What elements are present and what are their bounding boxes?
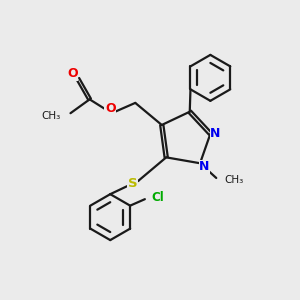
Text: O: O <box>105 102 116 115</box>
Text: CH₃: CH₃ <box>42 111 61 121</box>
Text: N: N <box>199 160 210 173</box>
Text: S: S <box>128 177 138 190</box>
Text: O: O <box>67 67 78 80</box>
Text: CH₃: CH₃ <box>224 175 244 185</box>
Text: N: N <box>210 127 220 140</box>
Text: Cl: Cl <box>151 191 164 205</box>
